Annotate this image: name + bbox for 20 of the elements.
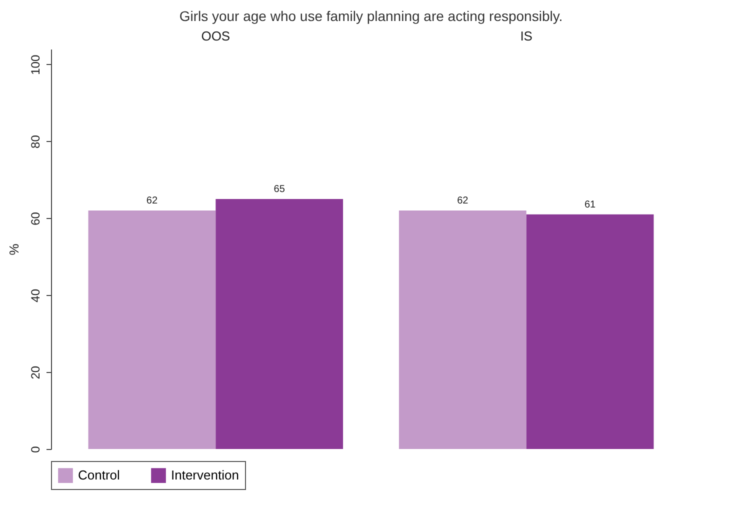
data-label: 62: [457, 196, 469, 207]
y-axis-title: %: [6, 243, 22, 256]
y-tick-label: 60: [28, 212, 42, 226]
chart-title: Girls your age who use family planning are acting responsibly.: [179, 8, 563, 24]
y-tick-label: 40: [28, 288, 42, 302]
bar: [216, 199, 344, 449]
x-tick-label: IS: [520, 28, 533, 44]
bar: [398, 210, 526, 449]
legend-label: Control: [78, 468, 120, 483]
data-label: 61: [584, 199, 596, 210]
bar: [88, 210, 216, 449]
y-tick-label: 80: [28, 134, 42, 148]
y-tick-label: 20: [28, 366, 42, 380]
legend-label: Intervention: [171, 468, 239, 483]
x-tick-label: OOS: [201, 28, 230, 44]
data-label: 62: [146, 196, 158, 207]
bar: [526, 214, 654, 449]
y-tick-label: 100: [28, 54, 42, 75]
data-label: 65: [274, 184, 286, 195]
y-tick-label: 0: [28, 446, 42, 453]
